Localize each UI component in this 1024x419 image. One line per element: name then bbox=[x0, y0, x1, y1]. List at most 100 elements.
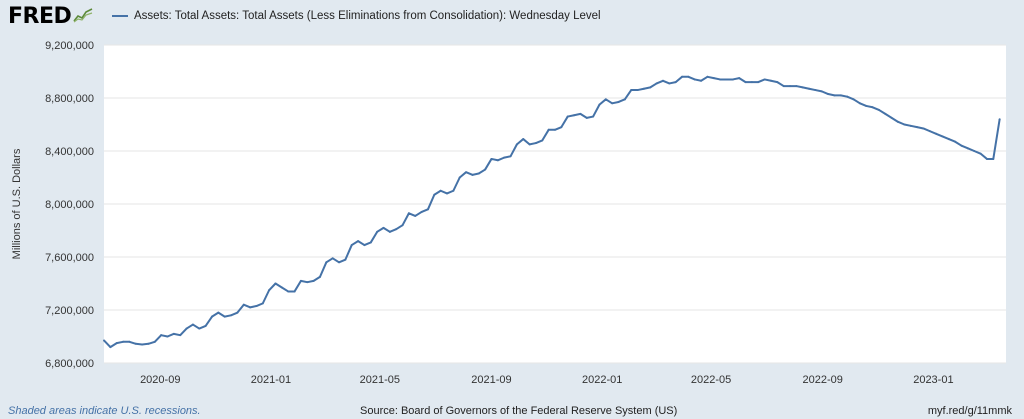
chart-header: FRED Assets: Total Assets: Total Assets … bbox=[0, 0, 1024, 40]
series-point bbox=[477, 172, 480, 175]
series-point bbox=[738, 77, 741, 80]
series-point bbox=[465, 171, 468, 174]
series-point bbox=[299, 279, 302, 282]
series-point bbox=[598, 103, 601, 106]
x-tick-label: 2022-05 bbox=[691, 374, 731, 386]
series-point bbox=[185, 327, 188, 330]
series-point bbox=[585, 116, 588, 119]
series-point bbox=[668, 82, 671, 85]
series-point bbox=[503, 156, 506, 159]
y-tick-labels: 6,800,000 7,200,000 7,600,000 8,000,000 8,40… bbox=[45, 40, 94, 370]
series-point bbox=[128, 340, 131, 343]
recessions-note: Shaded areas indicate U.S. recessions. bbox=[8, 405, 201, 417]
series-point bbox=[846, 95, 849, 98]
series-point bbox=[808, 87, 811, 90]
series-point bbox=[814, 89, 817, 92]
series-point bbox=[160, 334, 163, 337]
series-point bbox=[858, 102, 861, 105]
series-point bbox=[109, 346, 112, 349]
series-point bbox=[966, 147, 969, 150]
series-point bbox=[407, 212, 410, 215]
series-point bbox=[998, 118, 1001, 121]
series-point bbox=[554, 128, 556, 131]
series-point bbox=[706, 75, 709, 78]
x-tick-label: 2021-05 bbox=[360, 374, 400, 386]
series-point bbox=[357, 240, 360, 243]
series-point bbox=[725, 78, 728, 81]
series-point bbox=[528, 143, 531, 146]
series-point bbox=[376, 230, 379, 233]
series-point bbox=[147, 342, 150, 345]
series-point bbox=[776, 81, 779, 84]
series-point bbox=[249, 306, 252, 309]
series-point bbox=[268, 289, 271, 292]
series-point bbox=[947, 138, 950, 141]
x-tick-label: 2022-01 bbox=[582, 374, 622, 386]
series-point bbox=[852, 98, 855, 101]
series-point bbox=[617, 100, 620, 103]
fred-logo[interactable]: FRED bbox=[8, 4, 94, 30]
x-tick-label: 2021-01 bbox=[251, 374, 291, 386]
series-point bbox=[204, 324, 207, 327]
series-point bbox=[274, 282, 277, 285]
series-point bbox=[935, 132, 938, 135]
series-point bbox=[960, 144, 963, 147]
series-point bbox=[827, 93, 830, 96]
series-point bbox=[230, 314, 233, 317]
series-point bbox=[592, 115, 595, 118]
series-point bbox=[636, 89, 639, 92]
y-axis-label: Millions of U.S. Dollars bbox=[11, 148, 23, 259]
series-point bbox=[312, 279, 315, 282]
series-point bbox=[681, 75, 684, 78]
legend-line-swatch bbox=[112, 15, 128, 17]
series-point bbox=[217, 311, 220, 314]
series-point bbox=[573, 114, 576, 117]
series-point bbox=[769, 79, 772, 82]
series-point bbox=[280, 286, 283, 289]
series-point bbox=[534, 142, 537, 145]
series-point bbox=[395, 228, 398, 231]
series-point bbox=[750, 81, 753, 84]
series-point bbox=[655, 82, 658, 85]
series-point bbox=[293, 290, 296, 293]
short-url-link[interactable]: myf.red/g/11mmk bbox=[927, 405, 1012, 417]
series-point bbox=[433, 193, 436, 196]
y-tick-label: 7,200,000 bbox=[45, 305, 94, 317]
series-point bbox=[452, 189, 455, 192]
series-point bbox=[731, 78, 734, 81]
series-point bbox=[401, 224, 404, 227]
series-point bbox=[763, 78, 766, 81]
series-point bbox=[153, 340, 156, 343]
series-point bbox=[350, 244, 353, 247]
series-point bbox=[426, 208, 429, 211]
series-point bbox=[884, 112, 887, 115]
y-tick-label: 8,400,000 bbox=[45, 146, 94, 158]
series-point bbox=[242, 303, 245, 306]
series-point bbox=[909, 124, 912, 127]
series-point bbox=[566, 115, 569, 118]
series-point bbox=[179, 334, 182, 337]
series-point bbox=[979, 152, 982, 155]
series-point bbox=[210, 315, 213, 318]
series-point bbox=[992, 157, 995, 160]
series-point bbox=[928, 130, 931, 133]
series-point bbox=[890, 116, 893, 119]
series-point bbox=[782, 85, 785, 88]
y-tick-label: 8,000,000 bbox=[45, 199, 94, 211]
series-point bbox=[496, 159, 499, 162]
series-point bbox=[122, 340, 125, 343]
y-gridlines bbox=[104, 44, 1006, 364]
series-point bbox=[166, 335, 169, 338]
y-tick-label: 9,200,000 bbox=[45, 40, 94, 52]
series-point bbox=[693, 78, 696, 81]
series-point bbox=[446, 192, 449, 195]
line-chart: 6,800,000 7,200,000 7,600,000 8,000,000 8,40… bbox=[11, 40, 1006, 386]
fred-logo-text: FRED bbox=[8, 4, 72, 29]
series-point bbox=[223, 315, 226, 318]
series-point bbox=[973, 150, 976, 152]
series-point bbox=[172, 332, 175, 335]
series-point bbox=[414, 214, 417, 217]
series-point bbox=[388, 230, 391, 233]
series-point bbox=[344, 258, 347, 261]
series-point bbox=[198, 327, 201, 330]
